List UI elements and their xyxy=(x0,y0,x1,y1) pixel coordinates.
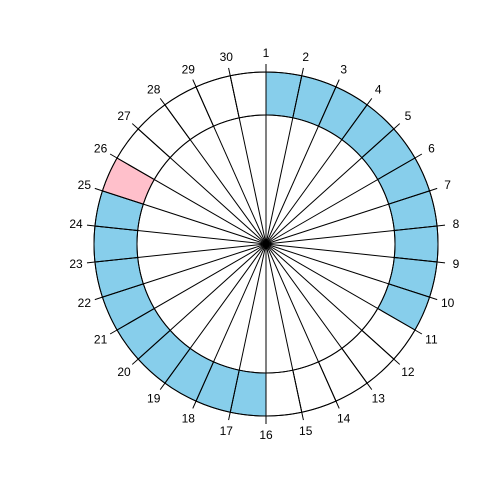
tick-6 xyxy=(414,153,423,159)
tick-14 xyxy=(335,400,340,409)
label-22: 22 xyxy=(78,296,92,310)
tick-18 xyxy=(192,400,197,409)
tick-23 xyxy=(86,261,95,264)
spoke-14 xyxy=(265,243,337,402)
spoke-7 xyxy=(265,190,430,245)
spoke-27 xyxy=(137,128,267,245)
ring-segments xyxy=(93,71,439,417)
label-17: 17 xyxy=(220,424,234,438)
spoke-2 xyxy=(265,75,303,245)
label-10: 10 xyxy=(441,296,455,310)
tick-20 xyxy=(131,358,139,365)
spoke-3 xyxy=(265,86,337,245)
tick-3 xyxy=(335,79,340,88)
label-25: 25 xyxy=(78,178,92,192)
label-5: 5 xyxy=(405,109,412,123)
label-8: 8 xyxy=(453,217,460,231)
spoke-15 xyxy=(265,243,303,413)
tick-27 xyxy=(131,123,139,130)
tick-25 xyxy=(94,187,103,192)
tick-2 xyxy=(301,67,304,76)
spoke-6 xyxy=(265,157,416,245)
label-2: 2 xyxy=(302,50,309,64)
spoke-13 xyxy=(265,243,368,384)
spoke-11 xyxy=(265,243,416,331)
label-18: 18 xyxy=(182,411,196,425)
spoke-21 xyxy=(116,243,267,331)
spokes xyxy=(94,72,438,416)
spoke-28 xyxy=(164,104,267,245)
spoke-30 xyxy=(229,75,267,245)
label-16: 16 xyxy=(259,428,273,442)
label-19: 19 xyxy=(147,392,161,406)
tick-5 xyxy=(393,123,401,130)
spoke-29 xyxy=(195,86,267,245)
label-3: 3 xyxy=(340,63,347,77)
tick-7 xyxy=(429,187,438,192)
spoke-23 xyxy=(94,243,267,263)
label-4: 4 xyxy=(375,82,382,96)
tick-11 xyxy=(414,329,423,335)
tick-19 xyxy=(159,382,166,390)
tick-8 xyxy=(437,224,446,227)
tick-4 xyxy=(366,98,373,106)
tick-15 xyxy=(301,412,304,421)
label-1: 1 xyxy=(263,46,270,60)
spoke-18 xyxy=(195,243,267,402)
tick-30 xyxy=(228,67,231,76)
tick-22 xyxy=(94,296,103,301)
label-21: 21 xyxy=(94,333,108,347)
label-27: 27 xyxy=(117,109,131,123)
outer-circle xyxy=(93,71,439,417)
spoke-12 xyxy=(265,243,395,360)
spoke-19 xyxy=(164,243,267,384)
tick-24 xyxy=(86,224,95,227)
spoke-20 xyxy=(137,243,267,360)
tick-9 xyxy=(437,261,446,264)
label-7: 7 xyxy=(444,178,451,192)
tick-12 xyxy=(393,358,401,365)
label-29: 29 xyxy=(182,63,196,77)
label-20: 20 xyxy=(117,365,131,379)
label-26: 26 xyxy=(94,142,108,156)
label-30: 30 xyxy=(220,50,234,64)
label-15: 15 xyxy=(299,424,313,438)
tick-28 xyxy=(159,98,166,106)
label-23: 23 xyxy=(69,257,83,271)
segment-labels: 1 234567891011121314151617181920212223242… xyxy=(69,46,459,442)
inner-circle xyxy=(136,114,396,374)
spoke-4 xyxy=(265,104,368,245)
tick-26 xyxy=(109,153,118,159)
label-14: 14 xyxy=(337,411,351,425)
label-6: 6 xyxy=(428,142,435,156)
tick-10 xyxy=(429,296,438,301)
spoke-26 xyxy=(116,157,267,245)
tick-21 xyxy=(109,329,118,335)
center-hub xyxy=(263,241,269,247)
spoke-10 xyxy=(265,243,430,298)
spoke-24 xyxy=(94,225,267,245)
tick-13 xyxy=(366,382,373,390)
label-11: 11 xyxy=(425,333,438,347)
label-13: 13 xyxy=(372,392,386,406)
spoke-17 xyxy=(229,243,267,413)
spoke-25 xyxy=(102,190,267,245)
label-ticks xyxy=(86,64,446,424)
label-12: 12 xyxy=(401,365,415,379)
spoke-22 xyxy=(102,243,267,298)
label-24: 24 xyxy=(69,217,83,231)
label-9: 9 xyxy=(453,257,460,271)
spoke-5 xyxy=(265,128,395,245)
label-28: 28 xyxy=(147,82,161,96)
spoke-9 xyxy=(265,243,438,263)
spoke-8 xyxy=(265,225,438,245)
segment-8 xyxy=(393,225,439,263)
tick-29 xyxy=(192,79,197,88)
tick-17 xyxy=(228,412,231,421)
segment-23 xyxy=(93,225,139,263)
